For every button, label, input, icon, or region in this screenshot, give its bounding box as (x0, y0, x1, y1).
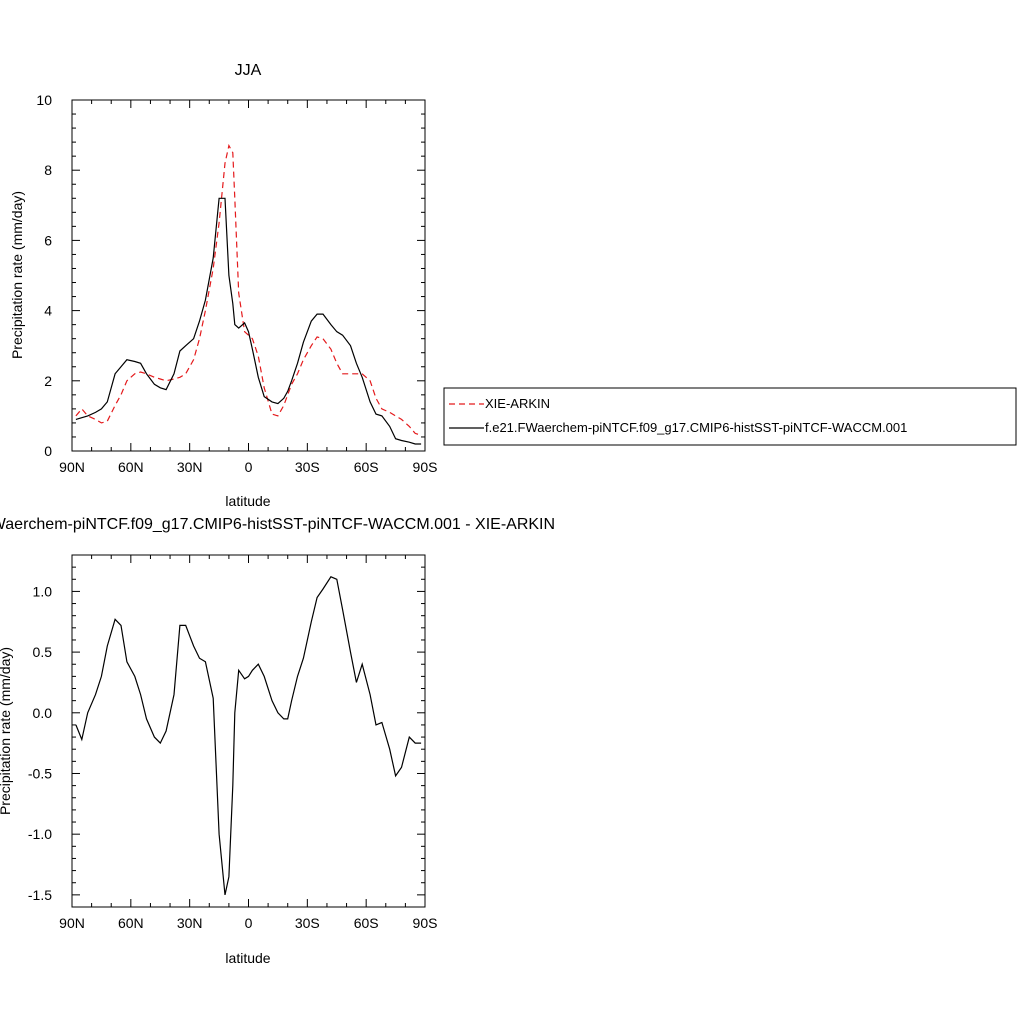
x-tick-label: 90S (413, 915, 438, 931)
tick-marks: 90N 60N 30N 0 30S 60S 90S 1.0 0.5 0.0 -0.5 -1.0 -1.5 (28, 554, 438, 931)
y-tick-label: 6 (44, 232, 52, 248)
x-tick-label: 90S (413, 459, 438, 475)
y-tick-label: 2 (44, 373, 52, 389)
x-tick-label: 30S (295, 459, 320, 475)
y-tick-label: -1.5 (28, 887, 52, 903)
y-axis-label: Precipitation rate (mm/day) (9, 191, 25, 359)
y-axis-label: Precipitation rate (mm/day) (0, 647, 13, 815)
y-tick-label: -1.0 (28, 826, 52, 842)
x-tick-label: 0 (245, 915, 253, 931)
series-lines (75, 576, 422, 896)
chart-title: f.e21.FWaerchem-piNTCF.f09_g17.CMIP6-his… (0, 516, 555, 533)
x-tick-label: 30N (177, 915, 203, 931)
legend-box (443, 387, 1017, 446)
x-axis-label: latitude (225, 950, 270, 966)
x-tick-label: 60N (118, 915, 144, 931)
tick-marks: 90N 60N 30N 0 30S 60S 90S 0 2 4 6 8 10 (36, 92, 437, 475)
y-tick-label: 4 (44, 303, 52, 319)
x-tick-label: 0 (245, 459, 253, 475)
x-tick-label: 90N (59, 915, 85, 931)
y-tick-label: 8 (44, 162, 52, 178)
panel-bottom: f.e21.FWaerchem-piNTCF.f09_g17.CMIP6-his… (0, 516, 555, 966)
x-tick-label: 30N (177, 459, 203, 475)
y-tick-label: -0.5 (28, 765, 52, 781)
x-tick-label: 60S (354, 915, 379, 931)
plot-frame (71, 554, 426, 908)
series-line-f-e21-fwaerchem-pintcf-f09-g17-cmip6-histsst-pintcf-waccm-001 (75, 197, 422, 445)
legend-label-model: f.e21.FWaerchem-piNTCF.f09_g17.CMIP6-his… (485, 420, 907, 435)
y-tick-label: 0.0 (33, 705, 53, 721)
legend-label-xie-arkin: XIE-ARKIN (485, 396, 550, 411)
y-tick-label: 10 (36, 92, 52, 108)
x-tick-label: 90N (59, 459, 85, 475)
series-line-xie-arkin (75, 143, 422, 436)
x-tick-label: 30S (295, 915, 320, 931)
y-tick-label: 0 (44, 443, 52, 459)
y-tick-label: 1.0 (33, 583, 53, 599)
y-tick-label: 0.5 (33, 644, 53, 660)
chart-title: JJA (235, 62, 262, 79)
series-line-difference (75, 576, 422, 896)
legend: XIE-ARKIN f.e21.FWaerchem-piNTCF.f09_g17… (443, 387, 1017, 446)
series-lines (75, 143, 422, 445)
x-axis-label: latitude (225, 493, 270, 509)
x-tick-label: 60N (118, 459, 144, 475)
plot-frame (71, 99, 426, 452)
x-tick-label: 60S (354, 459, 379, 475)
